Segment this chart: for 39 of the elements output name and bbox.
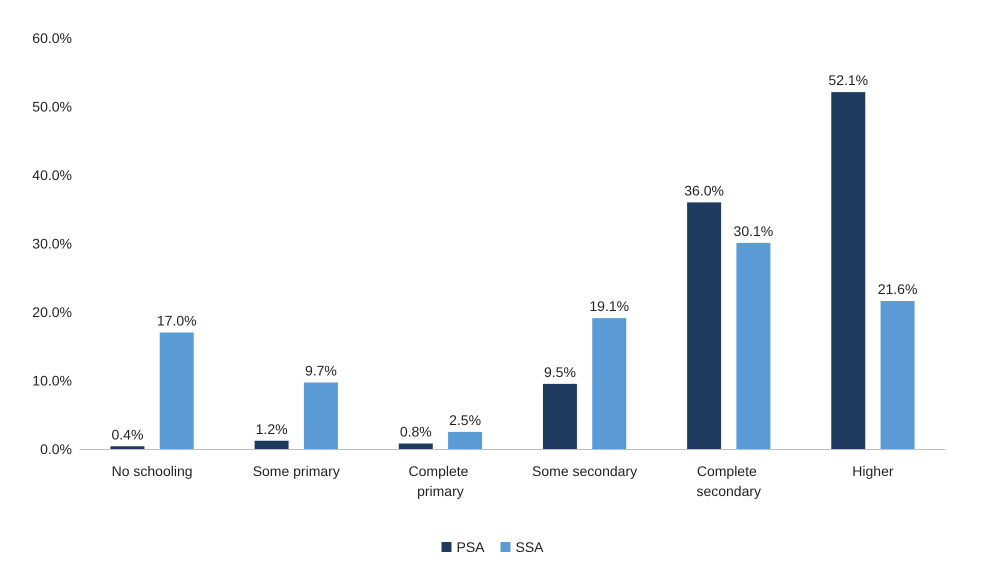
x-tick-label: Some primary [252,463,340,479]
bar [254,440,289,449]
bar [304,382,338,449]
data-label: 21.6% [878,281,918,298]
bar [736,242,770,449]
data-label: 9.5% [544,364,576,380]
bar [160,332,194,449]
data-label: 52.1% [828,72,868,88]
y-tick-label: 60.0% [32,30,72,46]
data-label: 1.2% [256,420,288,437]
x-tick-label: Some secondary [532,463,638,479]
data-label: 2.5% [449,412,482,428]
data-label: 17.0% [156,312,197,329]
y-tick-label: 30.0% [32,236,72,252]
x-tick-label: Complete primary [408,463,472,499]
legend-label: SSA [516,539,544,555]
bar [398,444,433,449]
y-tick-label: 0.0% [40,441,72,457]
y-tick-label: 40.0% [32,167,72,183]
bar [448,432,482,449]
legend-label: PSA [456,539,486,555]
data-label: 30.1% [734,222,774,239]
bar [831,92,866,449]
bar [592,318,626,449]
data-label: 19.1% [589,298,630,314]
bar [687,202,722,449]
bar [110,446,144,449]
bar [542,384,577,449]
x-tick-label: No schooling [112,463,193,479]
y-tick-label: 50.0% [32,98,72,114]
x-tick-label: Higher [852,463,894,479]
data-label: 0.8% [400,424,432,440]
y-tick-label: 10.0% [32,372,72,388]
x-tick-label: Complete secondary [696,463,762,499]
data-label: 36.0% [684,182,724,198]
data-label: 9.7% [304,362,337,379]
y-tick-label: 20.0% [32,304,72,320]
bar [880,301,915,449]
data-label: 0.4% [111,426,144,442]
